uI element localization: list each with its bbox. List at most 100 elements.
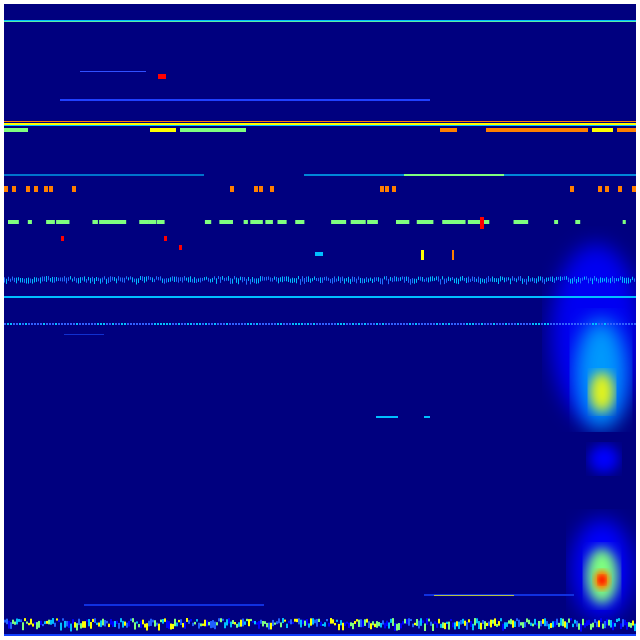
noise-line-279	[454, 278, 455, 284]
bottom-noise	[332, 619, 334, 624]
noise-line-279	[466, 277, 467, 284]
noise-line-279	[202, 277, 203, 282]
dashed-line-324	[10, 323, 12, 325]
noise-line-279	[516, 278, 517, 283]
dashed-line-324	[217, 323, 219, 325]
bottom-noise	[108, 623, 110, 628]
red-spot	[179, 245, 182, 250]
dashed-line-324	[286, 323, 288, 325]
dashed-line-324	[625, 323, 627, 325]
bottom-noise	[220, 618, 222, 623]
bottom-noise	[142, 619, 144, 625]
noise-line-279	[154, 278, 155, 283]
bottom-noise	[334, 623, 336, 626]
bottom-noise	[488, 621, 490, 626]
cyan-spot	[315, 252, 323, 256]
noise-line-279	[284, 276, 285, 282]
bottom-noise	[290, 619, 292, 625]
noise-line-279	[506, 277, 507, 282]
bottom-noise	[22, 622, 24, 631]
noise-line-279	[564, 276, 565, 280]
noise-line-279	[492, 276, 493, 282]
bottom-noise	[202, 623, 204, 626]
dashed-line-324	[415, 323, 417, 325]
green-dash-223	[115, 220, 127, 224]
bottom-noise	[510, 618, 512, 625]
dashed-line-324	[391, 323, 393, 325]
noise-line-279	[174, 276, 175, 283]
band-blue-line	[60, 99, 430, 101]
bottom-noise	[166, 620, 168, 628]
noise-line-279	[182, 277, 183, 283]
dashed-line-324	[511, 323, 513, 325]
noise-line-279	[216, 278, 217, 284]
noise-line-279	[160, 276, 161, 281]
green-dash-223	[405, 220, 409, 224]
noise-line-279	[16, 277, 17, 284]
dashed-line-324	[46, 323, 48, 325]
noise-line-279	[92, 276, 93, 282]
noise-line-279	[338, 276, 339, 282]
bottom-noise	[560, 618, 562, 626]
bottom-noise	[260, 619, 262, 624]
noise-line-279	[170, 277, 171, 282]
bottom-noise	[614, 623, 616, 627]
bottom-noise	[544, 618, 546, 627]
yellow-spot	[421, 250, 424, 260]
dashed-line-324	[181, 323, 183, 325]
noise-line-279	[450, 277, 451, 282]
noise-line-279	[42, 276, 43, 282]
noise-line-279	[602, 277, 603, 283]
orange-block-189	[44, 186, 48, 192]
bottom-noise	[88, 619, 90, 627]
noise-line-279	[434, 277, 435, 281]
dashed-line-324	[196, 323, 198, 325]
dashed-line-324	[622, 323, 624, 325]
dashed-line-324	[475, 323, 477, 325]
bottom-noise	[194, 621, 196, 625]
bottom-noise	[150, 618, 152, 626]
dashed-line-324	[289, 323, 291, 325]
noise-line-279	[74, 276, 75, 281]
bottom-noise	[574, 619, 576, 624]
dashed-line-324	[379, 323, 381, 325]
noise-line-279	[550, 276, 551, 282]
bottom-noise	[428, 618, 430, 622]
band-segment-128	[150, 128, 176, 132]
bottom-noise	[312, 618, 314, 625]
bottom-noise	[140, 620, 142, 628]
bottom-noise	[500, 618, 502, 622]
bottom-noise	[236, 623, 238, 628]
noise-line-279	[8, 276, 9, 281]
noise-line-279	[380, 278, 381, 284]
dashed-line-324	[406, 323, 408, 325]
bottom-noise	[358, 619, 360, 627]
bottom-noise	[394, 622, 396, 631]
noise-line-279	[486, 277, 487, 284]
dashed-line-324	[106, 323, 108, 325]
noise-line-279	[368, 278, 369, 283]
bottom-noise	[400, 623, 402, 629]
noise-line-279	[322, 277, 323, 283]
dashed-line-324	[118, 323, 120, 325]
dashed-line-324	[304, 323, 306, 325]
bottom-noise	[244, 621, 246, 625]
bottom-noise	[18, 618, 20, 622]
bottom-noise	[634, 623, 636, 632]
bottom-noise	[522, 622, 524, 628]
green-dash-223	[513, 220, 529, 224]
band-cyan-175-left	[4, 174, 204, 176]
green-dash-223	[56, 220, 69, 224]
noise-line-279	[500, 276, 501, 282]
bottom-noise	[208, 621, 210, 626]
noise-line-279	[432, 276, 433, 282]
dashed-line-324	[199, 323, 201, 325]
bottom-noise	[192, 622, 194, 627]
dashed-line-324	[19, 323, 21, 325]
noise-line-279	[630, 278, 631, 283]
bottom-noise	[530, 622, 532, 626]
noise-line-279	[524, 278, 525, 283]
bottom-noise	[566, 622, 568, 629]
bottom-noise	[146, 623, 148, 631]
noise-line-279	[402, 276, 403, 280]
